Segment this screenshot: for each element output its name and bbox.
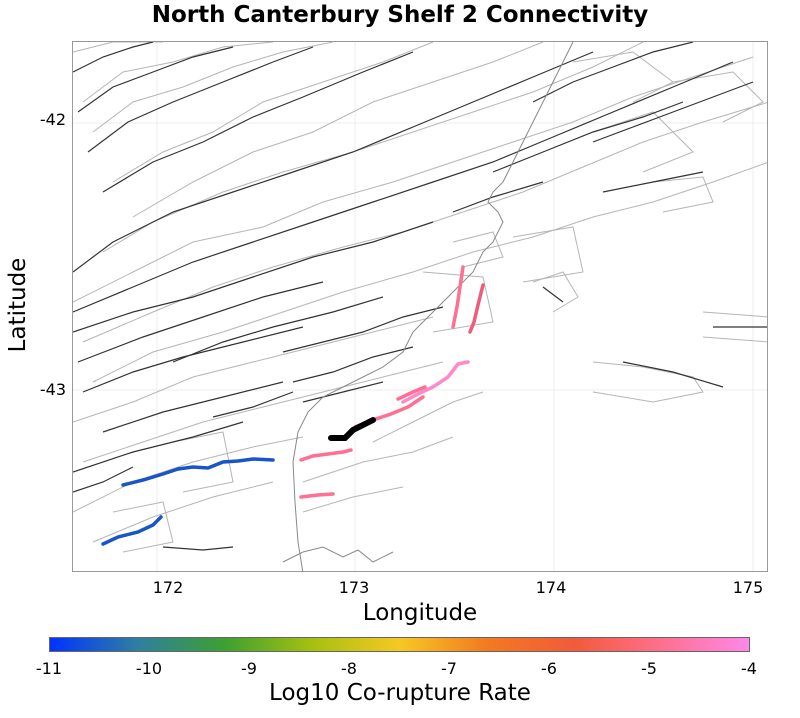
- x-tick-label: 174: [535, 578, 567, 597]
- x-tick-label: 172: [152, 578, 184, 597]
- fault-subsection-outlines: [73, 42, 767, 553]
- gridlines: [73, 42, 767, 571]
- x-tick-label: 175: [732, 578, 764, 597]
- x-tick-label: 173: [338, 578, 370, 597]
- colorbar-tick-label: -8: [341, 659, 357, 678]
- blue-rupture-trace: [176, 457, 275, 471]
- map-plot-area[interactable]: [72, 41, 768, 572]
- fault-map: [73, 42, 767, 571]
- pink-rupture-trace: [451, 265, 465, 329]
- map-title: North Canterbury Shelf 2 Connectivity: [151, 2, 649, 28]
- colorbar-tick-label: -6: [541, 659, 557, 678]
- pink-rupture-trace: [468, 283, 485, 334]
- y-axis-label: Latitude: [5, 257, 31, 353]
- pink-rupture-trace: [299, 492, 335, 499]
- x-axis-label: Longitude: [362, 600, 478, 626]
- colorbar-tick-label: -11: [35, 659, 63, 678]
- colorbar: [49, 637, 750, 652]
- blue-rupture-trace: [101, 515, 163, 546]
- colorbar-tick-label: -7: [441, 659, 457, 678]
- colorbar-tick-label: -10: [135, 659, 163, 678]
- colorbar-tick-label: -4: [741, 659, 757, 678]
- background-faults: [73, 42, 767, 551]
- y-tick-label: -43: [39, 380, 66, 399]
- coastline: [282, 42, 574, 571]
- source-fault-trace: [328, 417, 376, 441]
- pink-rupture-trace: [396, 385, 427, 401]
- blue-rupture-trace: [121, 467, 180, 487]
- pink-rupture-trace: [401, 360, 470, 404]
- y-tick-label: -42: [39, 110, 66, 129]
- co-rupture-faults: [101, 265, 485, 546]
- colorbar-tick-label: -5: [641, 659, 657, 678]
- colorbar-tick-label: -9: [241, 659, 257, 678]
- colorbar-label: Log10 Co-rupture Rate: [269, 680, 531, 706]
- pink-rupture-trace: [299, 448, 353, 462]
